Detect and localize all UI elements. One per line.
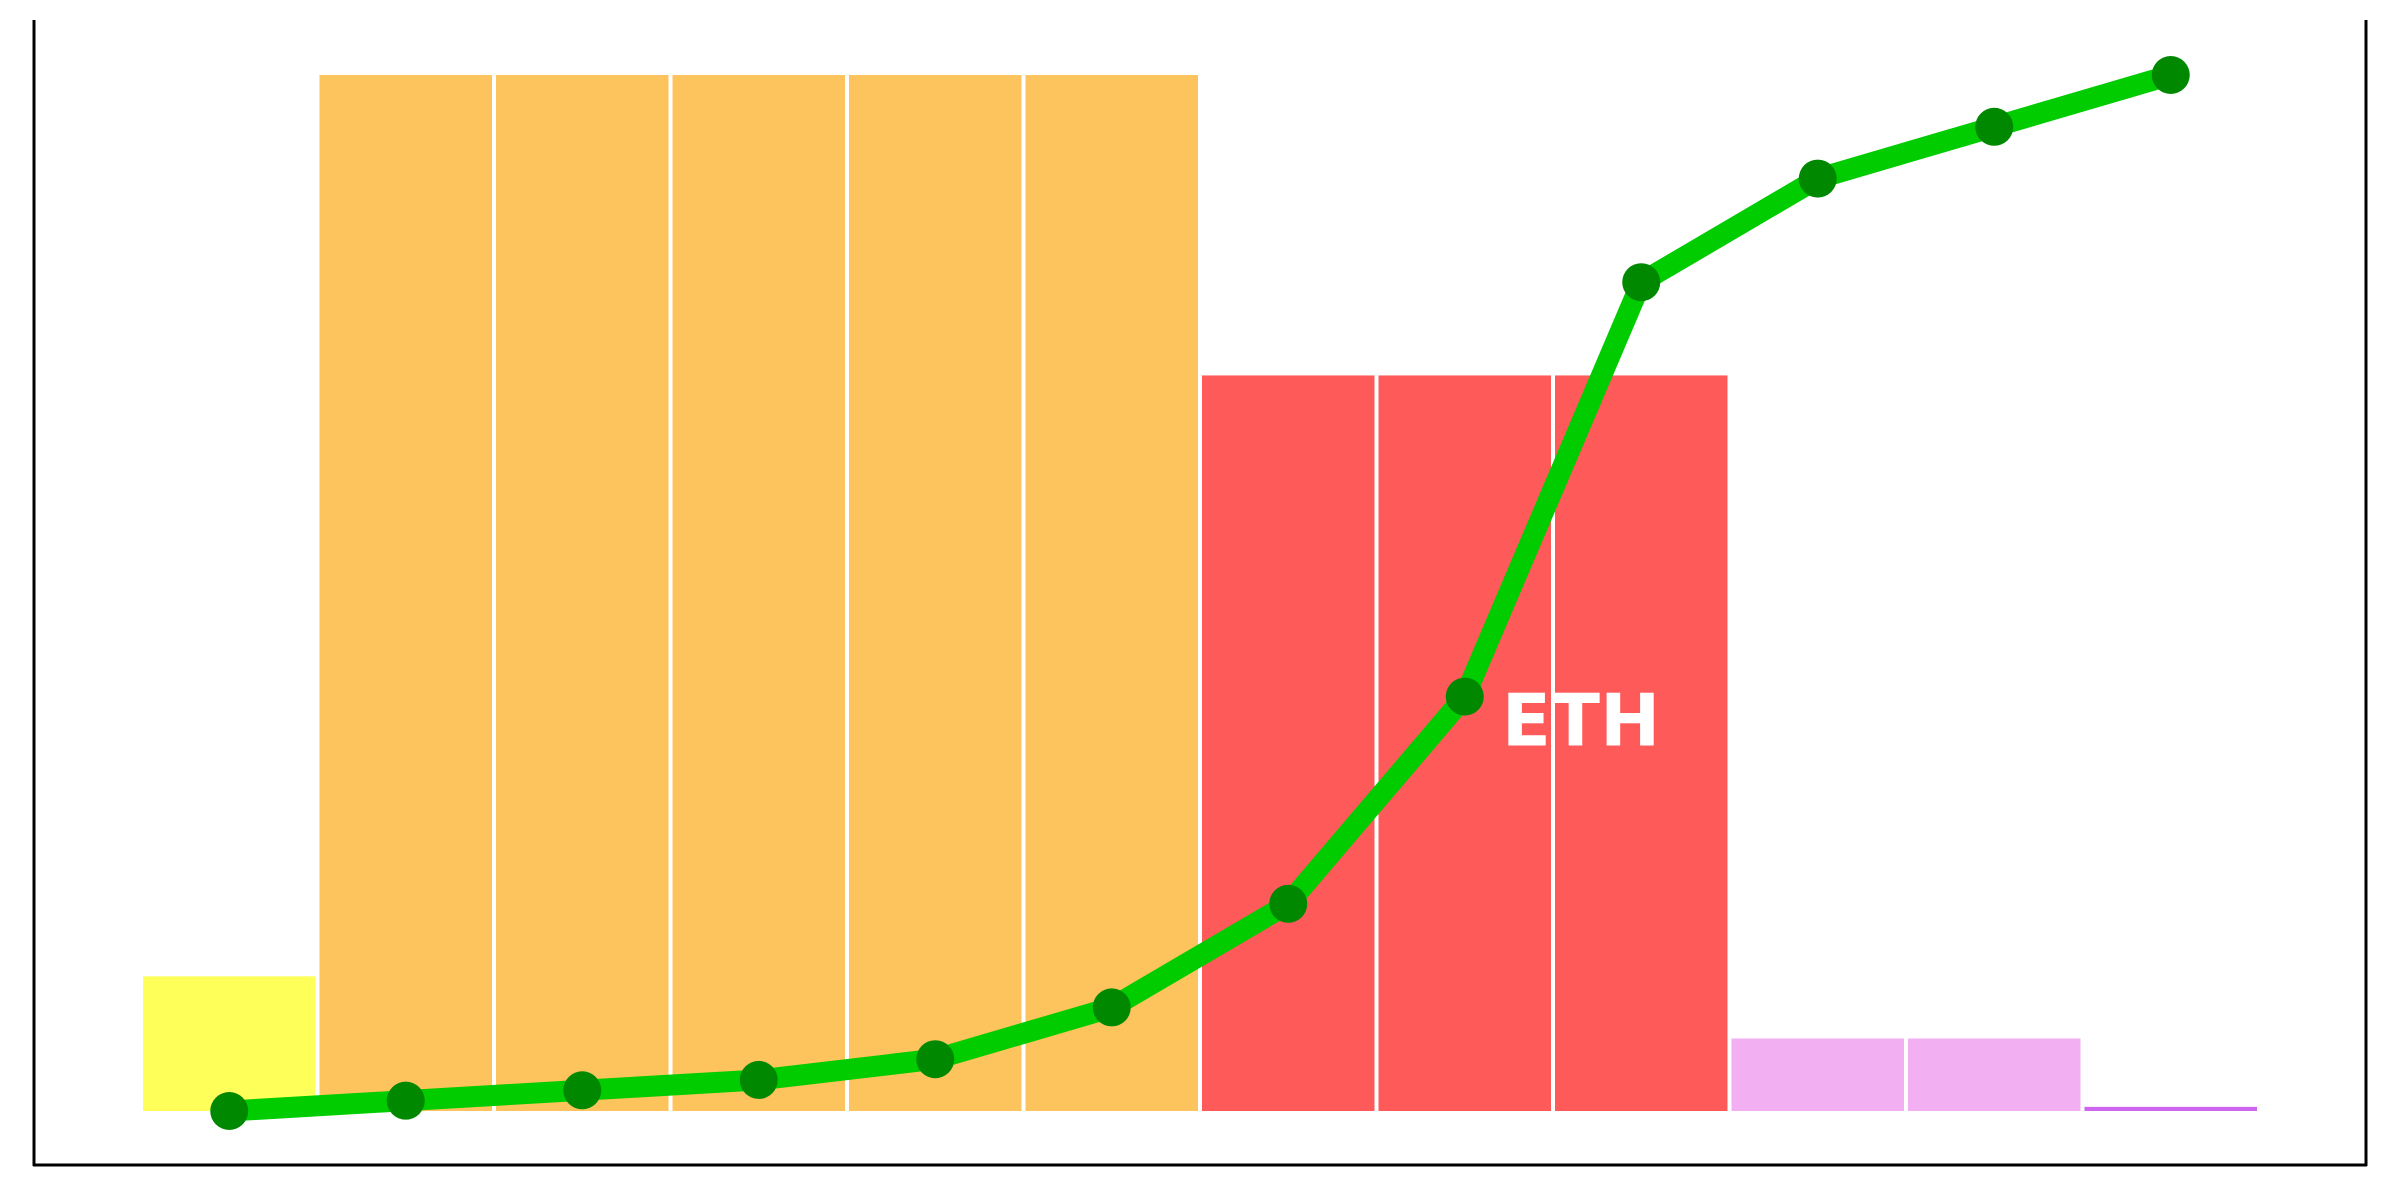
- line-marker: [210, 1092, 249, 1130]
- bars: [143, 75, 2257, 1111]
- bar: [1025, 75, 1198, 1111]
- bar: [2084, 1106, 2257, 1111]
- bar: [1378, 375, 1551, 1111]
- line-marker: [1975, 107, 2014, 146]
- bar: [1908, 1038, 2081, 1111]
- bar: [1731, 1038, 1904, 1111]
- line: [228, 64, 2174, 1122]
- line-marker: [2151, 56, 2190, 94]
- annotation: ETH: [1502, 679, 1661, 763]
- bar: [1555, 375, 1728, 1111]
- line-marker: [386, 1081, 425, 1120]
- bar: [1202, 375, 1375, 1111]
- bar: [849, 75, 1022, 1111]
- line-marker: [1798, 159, 1837, 198]
- line-marker: [1092, 988, 1131, 1027]
- bar: [672, 75, 845, 1111]
- line-marker: [916, 1040, 955, 1079]
- line-marker: [739, 1060, 778, 1099]
- line-layer: [210, 56, 2190, 1130]
- line-marker: [1622, 263, 1661, 302]
- bar: [496, 75, 669, 1111]
- line-marker: [1445, 677, 1484, 716]
- bar: [143, 976, 316, 1111]
- line-marker: [563, 1071, 602, 1110]
- bar: [319, 75, 492, 1111]
- line-marker: [1269, 884, 1308, 923]
